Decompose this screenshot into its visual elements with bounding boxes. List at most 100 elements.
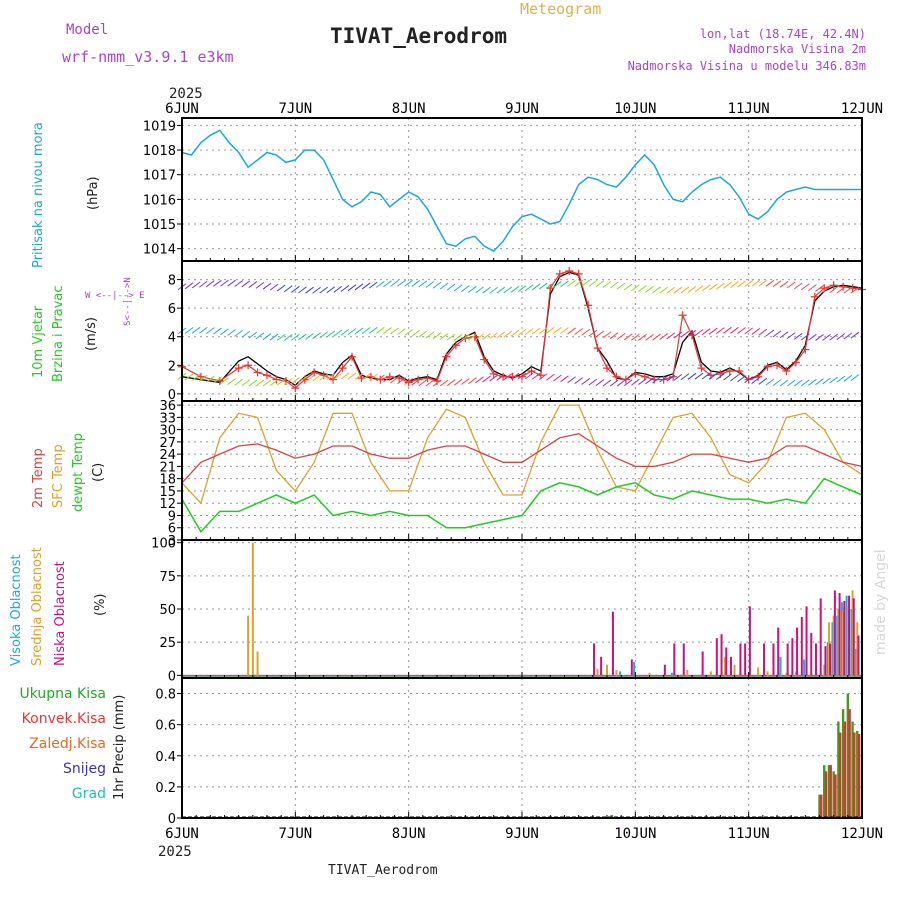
wind-direction-barb <box>446 283 456 291</box>
x-tick-label-bottom: 7JUN <box>278 826 312 842</box>
pressure-line <box>181 129 862 253</box>
wind-direction-barb <box>638 285 647 292</box>
cloud-label-1: Visoka Oblacnost <box>9 554 24 666</box>
wind-direction-barb <box>843 286 853 294</box>
y-tick-label: 27 <box>159 436 176 451</box>
cloud-mid-bar <box>615 670 618 676</box>
wind-direction-barb <box>340 328 350 336</box>
wind-direction-barb <box>758 279 768 287</box>
wind-direction-barb <box>191 374 201 381</box>
wind-direction-barb <box>425 331 435 339</box>
wind-direction-barb <box>602 331 612 339</box>
wind-direction-barb <box>808 378 817 386</box>
wind-direction-barb <box>361 373 371 381</box>
y-tick-label: 100 <box>151 537 176 552</box>
wind-direction-barb <box>510 285 520 293</box>
cloud-low-bar <box>791 638 794 676</box>
wind-gust-marker <box>310 368 319 377</box>
wind-direction-barb <box>602 379 612 387</box>
wind-direction-barb <box>701 328 711 336</box>
wind-direction-barb <box>560 327 569 334</box>
model-label: Model <box>66 22 108 38</box>
wind-direction-barb <box>723 326 732 334</box>
wind-direction-barb <box>708 372 718 380</box>
wind-direction-barb <box>184 282 194 290</box>
wind-direction-barb <box>248 331 258 339</box>
wind-gust-marker <box>263 371 271 380</box>
wind-direction-barb <box>581 279 591 287</box>
cloud-mid-bar <box>247 615 250 676</box>
wind-direction-barb <box>312 332 321 340</box>
wind-direction-barb <box>524 284 534 292</box>
wind-gust-marker <box>253 368 262 377</box>
cloud-low-bar <box>857 635 860 676</box>
wind-direction-barb <box>751 377 761 384</box>
wind-gust-marker <box>518 372 526 381</box>
wind-direction-barb <box>638 378 647 385</box>
wind-direction-barb <box>737 327 746 334</box>
wind-direction-barb <box>588 378 598 386</box>
wind-direction-barb <box>291 377 300 384</box>
watermark: made by Angel <box>873 549 889 655</box>
wind-direction-barb <box>567 280 576 287</box>
wind-gust-marker <box>329 375 338 384</box>
wind-direction-barb <box>354 327 364 335</box>
wind-direction-barb <box>446 379 456 387</box>
wind-direction-barb <box>701 372 711 380</box>
wind-direction-barb <box>645 285 654 293</box>
precip-ylabel: 1hr Precip (mm) <box>112 695 127 800</box>
wind-direction-barb <box>425 379 435 387</box>
wind-direction-barb <box>283 377 293 385</box>
wind-direction-barb <box>220 279 229 287</box>
precip-total-bar <box>837 721 840 818</box>
wind-direction-barb <box>305 375 314 383</box>
precip-legend-item: Zaledj.Kisa <box>29 736 106 752</box>
wind-direction-barb <box>694 329 704 336</box>
wind-direction-barb <box>680 286 690 294</box>
wind-direction-barb <box>262 379 272 387</box>
dewpoint-line <box>181 477 863 534</box>
wind-direction-barb <box>588 279 598 287</box>
wind-gust-marker <box>612 372 621 381</box>
y-tick-label: 21 <box>159 460 176 475</box>
wind-direction-barb <box>255 332 265 340</box>
wind-direction-barb <box>305 286 314 294</box>
cloud-mid-bar <box>832 615 835 676</box>
wind-gust-marker <box>631 369 640 378</box>
cloud-mid-bar <box>766 671 769 676</box>
wind-direction-barb <box>517 372 527 380</box>
wind-direction-barb <box>517 285 527 293</box>
x-tick-label-bottom: 9JUN <box>505 826 539 842</box>
wind-direction-barb <box>666 374 676 382</box>
wind-gust-marker <box>791 358 800 367</box>
wind-direction-barb <box>652 376 661 384</box>
wind-gust-marker <box>451 341 460 350</box>
wind-gust-marker <box>348 352 356 361</box>
y-tick-label: 18 <box>159 473 176 488</box>
precip-convective-bar <box>829 765 832 818</box>
wind-gust-marker <box>782 367 791 375</box>
wind-direction-barb <box>411 378 421 386</box>
precip-convective-bar <box>857 734 861 818</box>
wind-direction-barb <box>198 280 208 288</box>
wind-direction-barb <box>383 375 392 383</box>
wind-direction-barb <box>461 378 470 385</box>
wind-direction-barb <box>808 284 817 292</box>
cloud-low-bar <box>824 646 827 676</box>
wind-direction-barb <box>666 286 676 294</box>
wind-direction-barb <box>723 281 732 289</box>
wind-direction-barb <box>772 379 782 386</box>
wind-direction-barb <box>553 326 562 334</box>
wind-direction-barb <box>262 282 272 290</box>
cloud-low-bar <box>838 593 841 676</box>
model-value: wrf-nmm_v3.9.1 e3km <box>62 48 234 66</box>
wind-unit: (m/s) <box>84 317 99 351</box>
precip-convective-bar <box>834 774 837 818</box>
wind-direction-barb <box>496 373 506 381</box>
wind-direction-barb <box>708 283 718 291</box>
wind-gust-marker <box>480 355 489 364</box>
wind-direction-barb <box>659 375 668 383</box>
wind-direction-barb <box>439 379 449 387</box>
y-tick-label: 6 <box>168 302 176 317</box>
wind-direction-barb <box>822 333 831 341</box>
